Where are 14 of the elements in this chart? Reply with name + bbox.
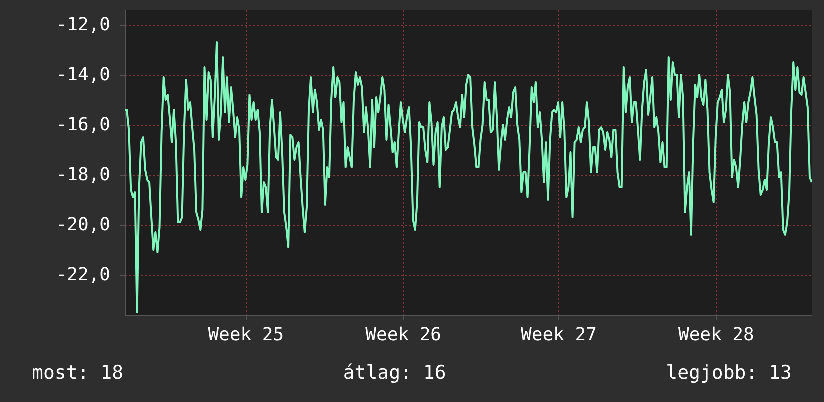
y-tick-label: -12,0 (56, 14, 110, 36)
y-tick-label: -22,0 (56, 264, 110, 286)
x-tick-label: Week 26 (366, 324, 442, 346)
x-tick-label: Week 27 (521, 324, 597, 346)
y-tick-label: -20,0 (56, 214, 110, 236)
text: legjobb: 13 (666, 362, 792, 384)
y-tick-label: -16,0 (56, 114, 110, 136)
y-tick-label: -14,0 (56, 64, 110, 86)
x-tick-label: Week 28 (678, 324, 754, 346)
line-series (125, 42, 812, 314)
y-tick-label: -18,0 (56, 164, 110, 186)
x-tick-label: Week 25 (208, 324, 284, 346)
text: átlag: 16 (343, 362, 446, 384)
text: most: 18 (32, 362, 124, 384)
